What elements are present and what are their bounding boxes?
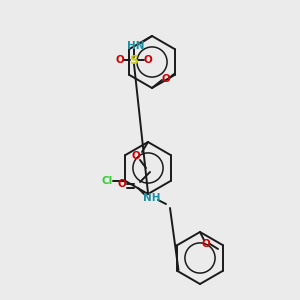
Text: O: O <box>118 179 126 189</box>
Text: HN: HN <box>127 41 145 51</box>
Text: S: S <box>130 53 139 67</box>
Text: O: O <box>116 55 124 65</box>
Text: Cl: Cl <box>102 176 113 186</box>
Text: O: O <box>144 55 152 65</box>
Text: O: O <box>132 151 140 161</box>
Text: O: O <box>202 239 210 249</box>
Text: NH: NH <box>143 193 161 203</box>
Text: O: O <box>162 74 170 84</box>
